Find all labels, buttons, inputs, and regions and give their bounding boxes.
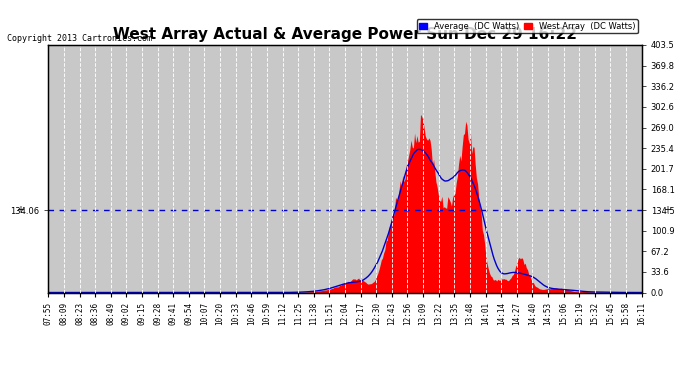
Text: +: + (662, 205, 671, 215)
Title: West Array Actual & Average Power Sun Dec 29 16:22: West Array Actual & Average Power Sun De… (113, 27, 577, 42)
Text: Copyright 2013 Cartronics.com: Copyright 2013 Cartronics.com (7, 34, 152, 43)
Text: +: + (17, 205, 25, 215)
Legend: Average  (DC Watts), West Array  (DC Watts): Average (DC Watts), West Array (DC Watts… (417, 20, 638, 33)
